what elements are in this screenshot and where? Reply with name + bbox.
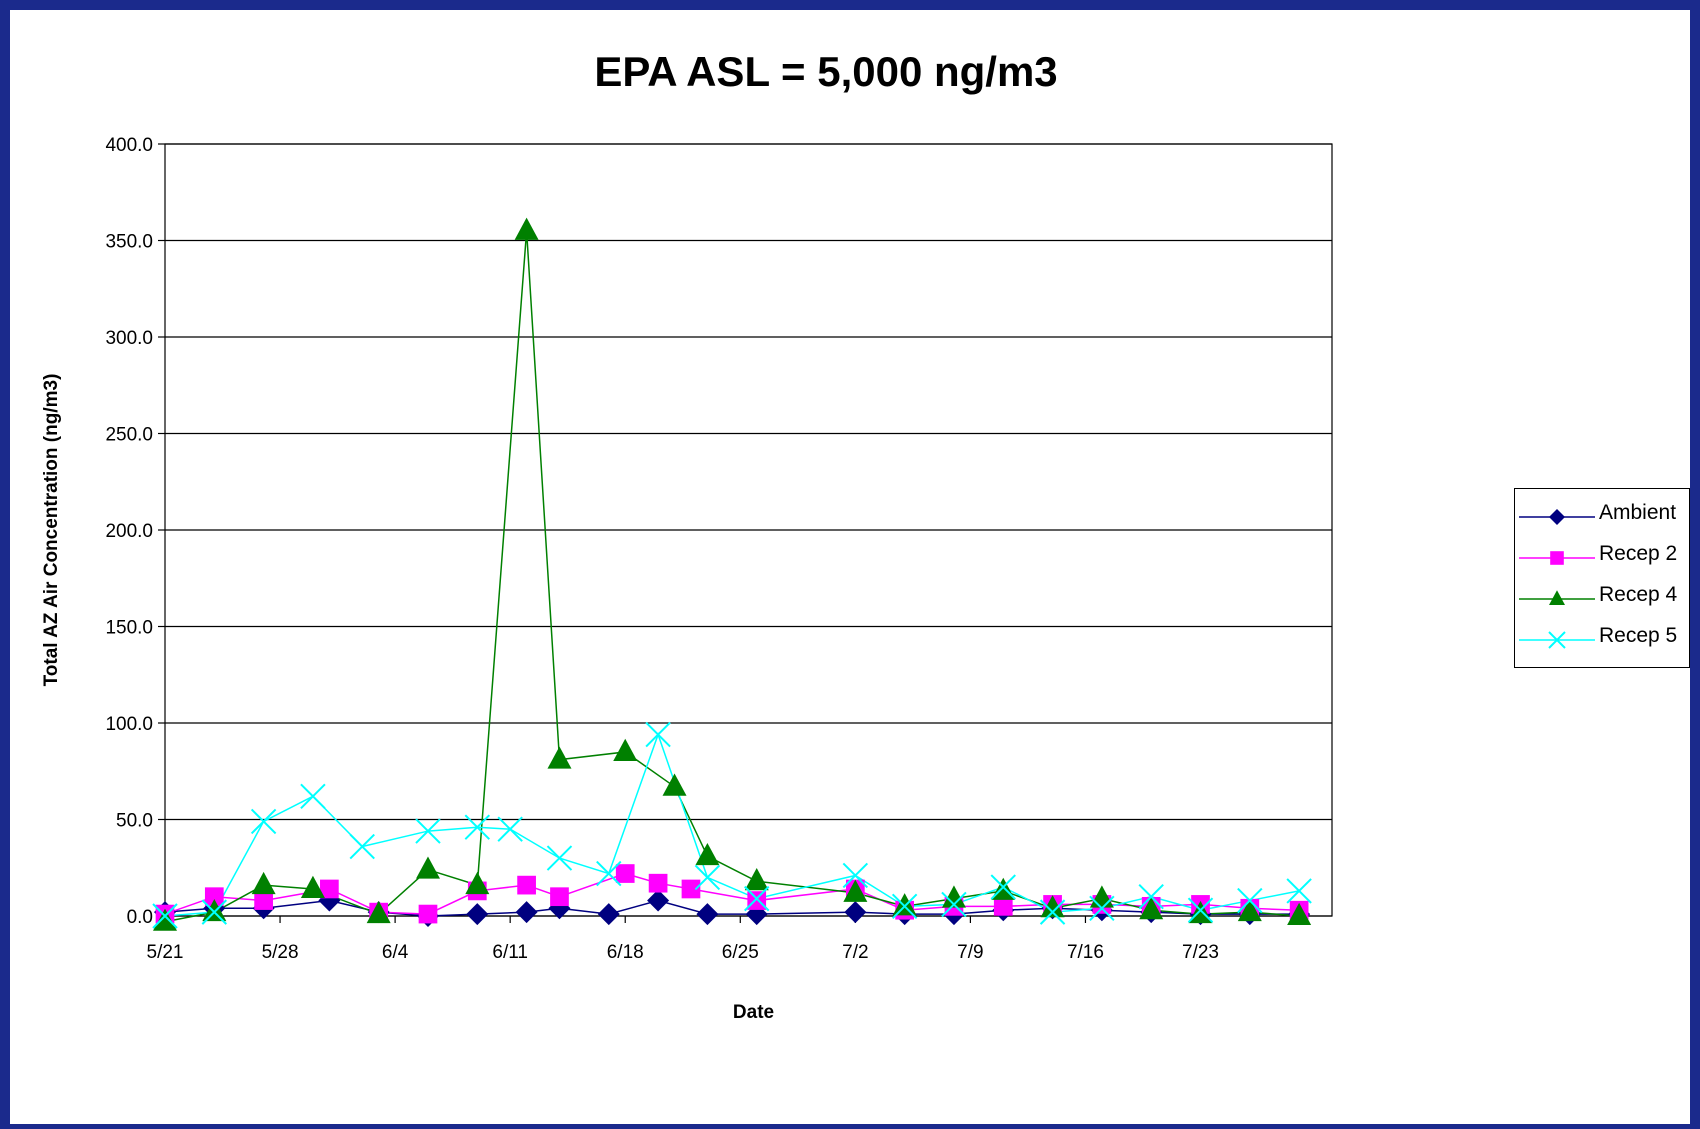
data-point-ambient [696,903,719,926]
x-tick-label: 6/25 [722,942,759,963]
data-point-recep-5 [415,818,441,844]
data-point-recep-5 [349,833,375,860]
data-point-recep-5 [152,903,178,929]
legend: Ambient Recep 2 Recep 4 Recep 5 [1514,488,1690,668]
data-point-recep-2 [615,864,635,883]
data-point-recep-5 [891,893,918,920]
x-tick-label: 7/16 [1067,942,1104,963]
legend-item-recep-5: Recep 5 [1515,616,1691,660]
data-point-recep-2 [550,887,569,907]
data-point-recep-5 [1138,883,1164,910]
data-point-recep-2 [747,891,767,910]
data-point-recep-4 [613,738,638,761]
data-point-recep-4 [892,893,917,916]
data-point-recep-2 [648,873,668,893]
y-tick-label: 250.0 [105,425,153,446]
data-point-recep-5 [941,891,967,918]
data-point-recep-5 [842,862,869,889]
y-tick-label: 350.0 [105,232,153,253]
x-tick-label: 7/23 [1182,942,1219,963]
data-point-ambient [466,903,489,926]
legend-item-recep-4: Recep 4 [1515,575,1691,619]
legend-swatch-recep-2 [1519,551,1595,565]
data-point-recep-4 [1139,897,1164,920]
data-point-recep-5 [464,814,491,840]
y-tick-label: 0.0 [127,907,153,928]
data-point-ambient [597,903,620,926]
data-point-recep-4 [941,885,966,908]
data-point-recep-2 [681,879,701,899]
data-point-recep-4 [1287,902,1312,925]
data-point-recep-4 [514,217,539,240]
data-point-recep-5 [1089,895,1115,921]
legend-label: Ambient [1599,501,1677,524]
legend-swatch-ambient [1519,509,1595,525]
x-tick-label: 6/18 [607,942,644,963]
data-point-recep-2 [320,879,339,899]
legend-item-recep-2: Recep 2 [1515,534,1691,578]
data-point-recep-5 [744,885,770,912]
y-tick-label: 400.0 [105,135,153,156]
legend-swatch-recep-4 [1519,590,1595,605]
x-tick-label: 6/11 [492,942,528,963]
data-point-recep-5 [497,816,523,842]
data-point-recep-5 [201,899,228,925]
y-tick-label: 100.0 [105,714,153,735]
y-tick-label: 300.0 [105,328,153,349]
data-point-recep-4 [547,746,572,769]
legend-label: Recep 4 [1599,583,1678,606]
data-point-recep-5 [300,783,326,810]
data-point-recep-2 [254,891,273,910]
data-point-recep-5 [990,874,1016,900]
data-point-recep-5 [250,808,277,835]
data-point-recep-4 [465,871,490,895]
data-point-recep-5 [1286,878,1312,904]
data-point-recep-5 [546,845,573,871]
data-point-recep-4 [1237,898,1262,922]
legend-swatch-recep-5 [1519,631,1595,649]
data-point-recep-2 [204,887,224,907]
chart-plot: 0.0 50.0 100.0 150.0 200.0 250.0 300.0 350.0 400… [41,135,1333,1023]
top-strip [425,10,1605,18]
data-point-recep-5 [1187,897,1214,923]
chart-frame: EPA ASL = 5,000 ng/m3 0.0 50.0 100.0 150.0 2… [10,10,1690,1124]
legend-label: Recep 5 [1599,624,1678,647]
legend-label: Recep 2 [1599,542,1678,565]
x-tick-label: 5/28 [262,942,299,963]
x-tick-label: 7/9 [957,942,983,963]
x-tick-label: 5/21 [147,942,184,963]
chart-title: EPA ASL = 5,000 ng/m3 [594,48,1058,95]
data-point-recep-4 [366,900,391,924]
data-point-recep-5 [1039,899,1066,925]
data-point-recep-5 [596,860,622,887]
x-tick-label: 6/4 [382,942,409,963]
data-point-recep-4 [843,879,868,902]
data-point-recep-4 [662,773,687,796]
data-point-recep-2 [517,875,536,895]
data-point-ambient [647,889,670,912]
data-point-recep-5 [645,721,671,748]
data-point-recep-4 [695,842,720,866]
y-axis-title: Total AZ Air Concentration (ng/m3) [41,374,62,687]
data-point-recep-2 [418,904,438,924]
data-point-recep-5 [1237,887,1263,914]
data-point-recep-4 [251,871,276,895]
y-tick-label: 50.0 [116,811,153,832]
data-point-ambient [844,901,867,924]
data-point-recep-4 [153,908,177,931]
data-point-recep-2 [993,897,1013,916]
x-tick-label: 7/2 [842,942,868,963]
data-point-recep-4 [1040,895,1065,918]
data-point-recep-4 [300,875,325,898]
y-tick-label: 150.0 [105,618,153,639]
x-axis-title: Date [733,1002,774,1023]
y-tick-label: 200.0 [105,521,153,542]
legend-item-ambient: Ambient [1515,493,1691,537]
data-point-ambient [515,901,538,924]
data-point-recep-4 [202,898,227,922]
data-point-recep-5 [694,864,721,891]
data-point-recep-4 [744,868,769,891]
data-point-recep-4 [415,856,440,879]
